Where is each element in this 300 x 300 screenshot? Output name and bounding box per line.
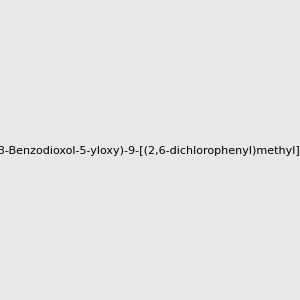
Text: 6-(1,3-Benzodioxol-5-yloxy)-9-[(2,6-dichlorophenyl)methyl]purine: 6-(1,3-Benzodioxol-5-yloxy)-9-[(2,6-dich… [0, 146, 300, 157]
